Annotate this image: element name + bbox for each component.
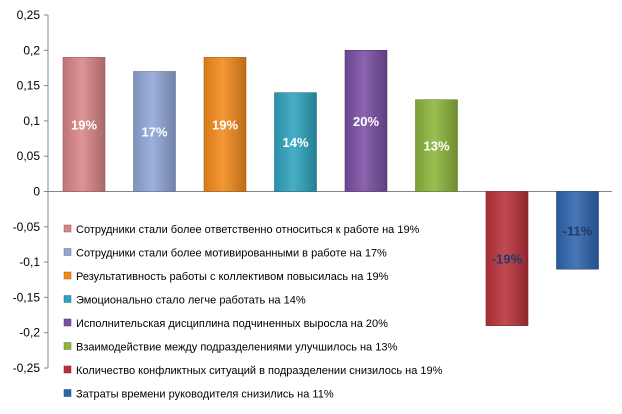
legend-entry: Количество конфликтных ситуаций в подраз… xyxy=(76,365,443,377)
bar xyxy=(344,49,388,192)
legend-entry: Эмоционально стало легче работать на 14% xyxy=(76,295,306,307)
legend-swatch xyxy=(63,365,72,374)
bar-data-label: 17% xyxy=(141,124,167,139)
legend-swatch xyxy=(63,271,72,280)
y-tick-label: 0,25 xyxy=(17,8,41,22)
bar xyxy=(62,57,106,192)
legend-entry: Взаимодействие между подразделениями улу… xyxy=(76,342,397,354)
bar xyxy=(203,57,247,192)
bar-data-label: 20% xyxy=(353,114,379,129)
y-tick-label: 0 xyxy=(33,185,40,199)
bar xyxy=(556,191,599,270)
y-tick-label: -0,1 xyxy=(19,255,40,269)
y-tick-label: -0,2 xyxy=(19,326,40,340)
legend-swatch xyxy=(63,389,72,397)
y-tick-label: -0,25 xyxy=(13,361,41,375)
legend-entry: Затраты времени руководителя снизились н… xyxy=(76,389,334,401)
legend-swatch xyxy=(63,318,72,327)
bar-data-label: -11% xyxy=(563,223,593,238)
bar-data-label: 19% xyxy=(212,117,238,132)
y-tick-label: -0,15 xyxy=(13,290,41,304)
y-tick-label: 0,05 xyxy=(17,149,41,163)
bar-data-label: 13% xyxy=(423,139,449,154)
legend-entry: Сотрудники стали более ответственно отно… xyxy=(76,224,420,236)
bar xyxy=(415,99,458,192)
bar xyxy=(133,71,176,192)
legend-swatch xyxy=(63,224,72,233)
bar-layer xyxy=(62,49,599,326)
legend-entry: Сотрудники стали более мотивированными в… xyxy=(76,248,387,260)
legend-swatch xyxy=(63,295,72,303)
bar xyxy=(274,92,317,192)
bar xyxy=(485,191,529,326)
bar-data-label: -19% xyxy=(492,252,523,267)
legend-entry: Исполнительская дисциплина подчиненных в… xyxy=(76,318,388,330)
y-tick-label: 0,1 xyxy=(23,114,40,128)
legend: Сотрудники стали более ответственно отно… xyxy=(63,224,443,401)
bar-data-label: 14% xyxy=(282,135,308,150)
axis-layer: 0,25 0,2 0,15 0,1 0,05 0 -0,05 -0,1 -0,15 -0,2 -0,… xyxy=(13,8,612,375)
legend-swatch xyxy=(63,342,72,350)
bar-label-layer: 19% 17% 19% 14% 20% 13% -19% -11% xyxy=(71,114,593,267)
y-tick-label: -0,05 xyxy=(13,220,41,234)
legend-entry: Результативность работы с коллективом по… xyxy=(76,271,389,283)
legend-swatch xyxy=(63,248,72,256)
y-tick-label: 0,2 xyxy=(23,43,40,57)
bar-data-label: 19% xyxy=(71,117,97,132)
y-tick-label: 0,15 xyxy=(17,79,41,93)
